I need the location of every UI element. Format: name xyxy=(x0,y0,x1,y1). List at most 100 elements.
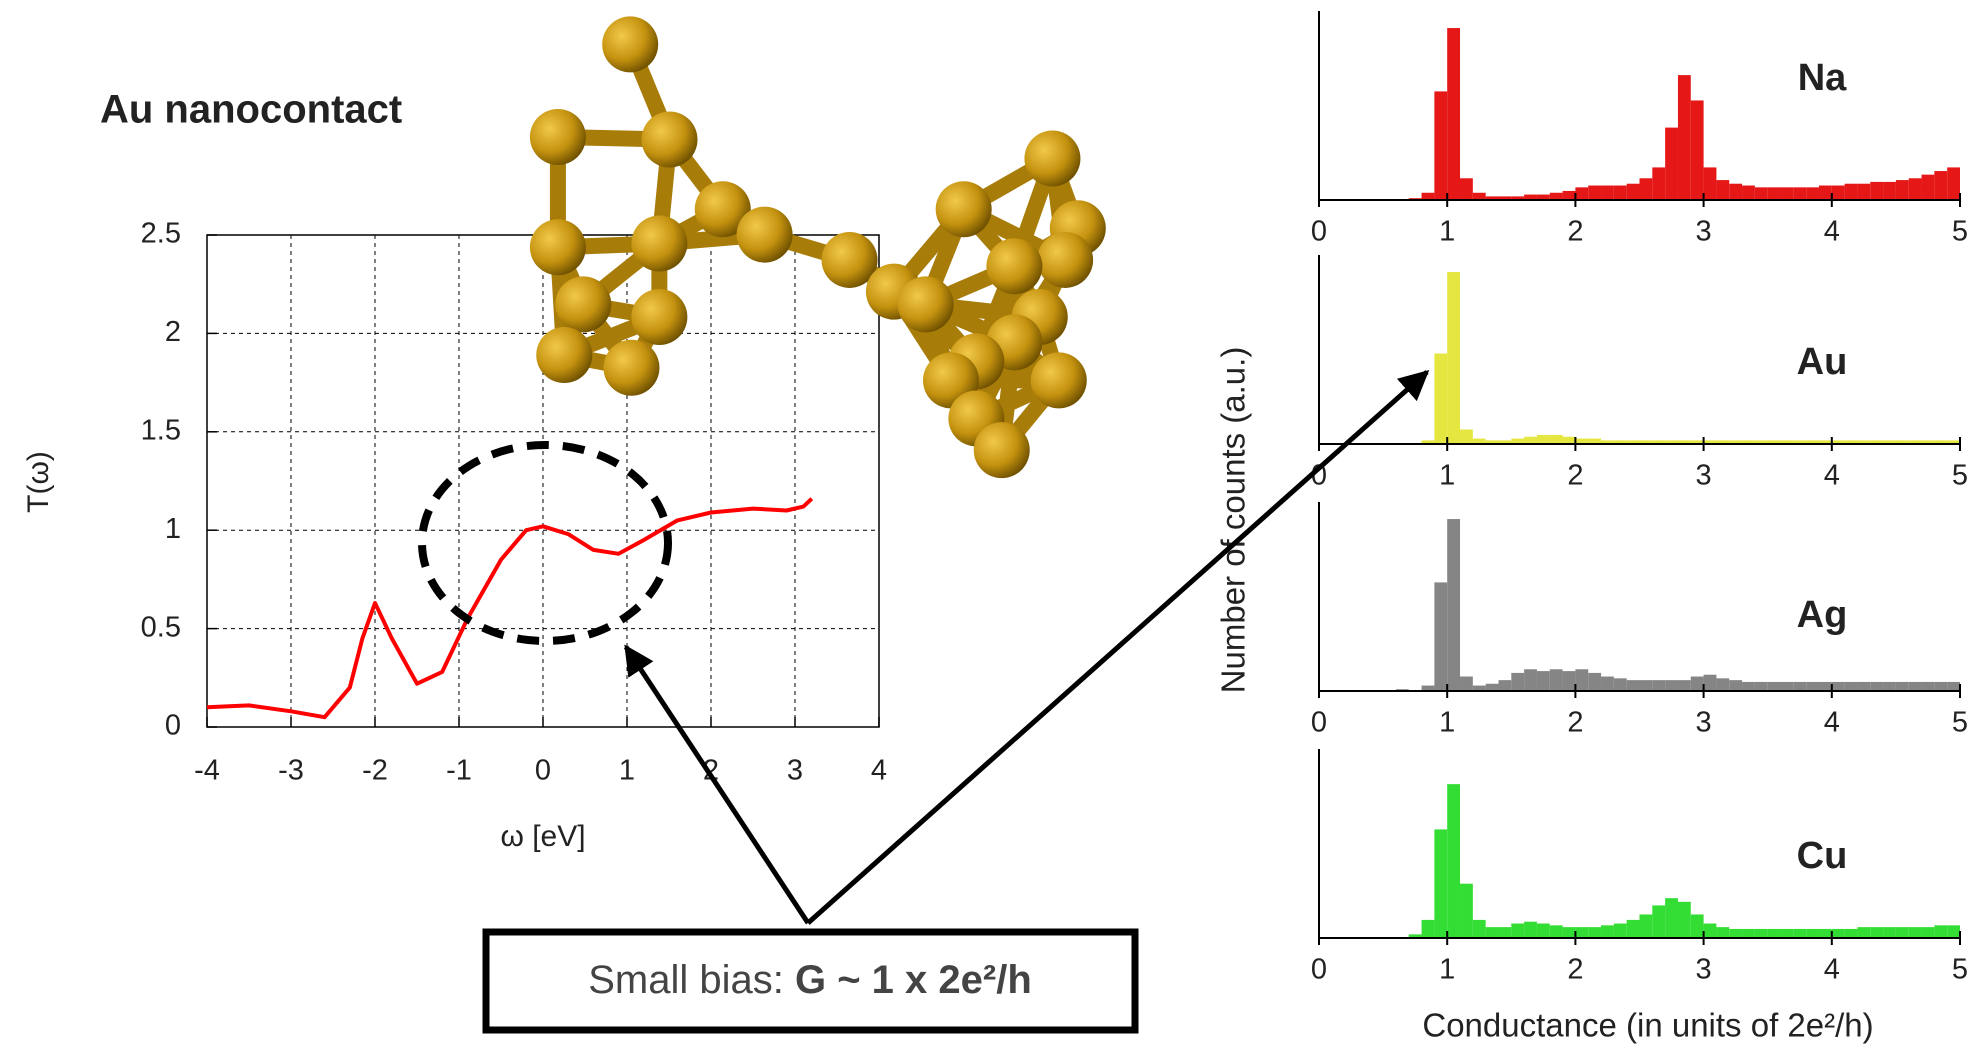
histogram-bar xyxy=(1665,127,1678,200)
x-tick-label: 0 xyxy=(1311,707,1327,739)
histogram-bar xyxy=(1857,183,1871,200)
histogram-bar xyxy=(1908,681,1922,691)
histogram-bar xyxy=(1934,171,1948,200)
histogram-bar xyxy=(1421,440,1435,444)
histogram-bar xyxy=(1690,914,1704,938)
y-tick-label: 1 xyxy=(165,513,181,545)
histogram-bar xyxy=(1780,681,1794,691)
histogram-bar xyxy=(1652,905,1666,938)
histogram-bar xyxy=(1716,678,1730,691)
y-tick-label: 1.5 xyxy=(141,414,181,446)
x-tick-label: 4 xyxy=(1824,707,1840,739)
histogram-bar xyxy=(1870,181,1884,200)
x-tick-label: 1 xyxy=(619,755,635,787)
histogram-bar xyxy=(1908,927,1922,938)
histogram-bar xyxy=(1818,928,1832,938)
histogram-bar xyxy=(1742,928,1755,938)
atom xyxy=(736,206,793,263)
arrow xyxy=(623,644,811,925)
histogram-bar xyxy=(1947,681,1960,691)
histogram-bar xyxy=(1549,192,1563,200)
histogram-bar xyxy=(1536,434,1550,444)
x-tick-label: -4 xyxy=(194,755,220,787)
atom xyxy=(935,181,992,238)
histogram-bar xyxy=(1575,187,1589,200)
histogram-bar xyxy=(1947,167,1960,200)
histogram-bar xyxy=(1447,28,1461,200)
x-tick-label: 4 xyxy=(1824,216,1840,248)
atom xyxy=(897,276,954,333)
histogram-bar xyxy=(1524,194,1537,200)
histogram-bar xyxy=(1408,934,1422,938)
atom xyxy=(631,289,688,345)
histogram-bar xyxy=(1690,100,1704,200)
histogram-bar xyxy=(1883,681,1896,691)
histogram-bar xyxy=(1460,178,1473,200)
histogram-bar xyxy=(1613,440,1627,444)
histogram-bar xyxy=(1472,919,1486,938)
histogram-bar xyxy=(1562,927,1576,938)
histogram-bar xyxy=(1831,185,1845,200)
histogram-bar xyxy=(1754,440,1768,444)
histogram-bar xyxy=(1601,676,1614,691)
y-axis-label: Number of counts (a.u.) xyxy=(1215,347,1252,694)
histogram-bar xyxy=(1549,434,1563,444)
y-axis-label: T(ω) xyxy=(22,451,55,513)
histogram-bar xyxy=(1485,196,1499,200)
atom xyxy=(641,111,698,168)
histogram-bar xyxy=(1793,928,1807,938)
histogram-bar xyxy=(1613,923,1627,938)
x-tick-label: 4 xyxy=(871,755,887,787)
histogram-bar xyxy=(1921,174,1935,200)
histogram-bar xyxy=(1536,671,1550,691)
annotation-box xyxy=(482,928,1139,1034)
histogram-bar xyxy=(1434,829,1448,938)
x-tick-label: 3 xyxy=(1696,460,1712,492)
histogram-bar xyxy=(1870,681,1884,691)
histogram-bar xyxy=(1818,440,1832,444)
histogram-bar xyxy=(1613,678,1627,691)
atom xyxy=(536,327,593,384)
histogram-bar xyxy=(1767,440,1781,444)
histogram-bar xyxy=(1895,927,1909,938)
histogram-bar xyxy=(1665,898,1678,938)
histogram-bar xyxy=(1870,927,1884,938)
x-tick-label: -3 xyxy=(278,755,304,787)
x-tick-label: -2 xyxy=(362,755,388,787)
atom xyxy=(631,215,688,272)
histogram-bar xyxy=(1562,436,1576,444)
y-tick-label: 2.5 xyxy=(141,218,181,250)
histogram-bar xyxy=(1677,901,1691,938)
histogram-bar xyxy=(1831,928,1845,938)
histogram-bar xyxy=(1472,192,1486,200)
histogram-bar xyxy=(1472,685,1486,691)
panel-label: Ag xyxy=(1797,594,1848,636)
histogram-bar xyxy=(1575,669,1589,691)
histogram-bar xyxy=(1921,681,1935,691)
histogram-bar xyxy=(1729,440,1743,444)
histogram-bar xyxy=(1421,685,1435,691)
histogram-bar xyxy=(1549,669,1563,691)
histogram-bar xyxy=(1447,272,1461,444)
histogram-bar xyxy=(1575,927,1589,938)
histogram-bar xyxy=(1536,923,1550,938)
molecule-image xyxy=(529,16,1106,479)
histogram-bar xyxy=(1729,928,1743,938)
histogram-bar xyxy=(1703,923,1717,938)
histogram-bar xyxy=(1511,672,1525,691)
histogram-bar xyxy=(1921,927,1935,938)
histogram-bar xyxy=(1460,429,1473,444)
histogram-bar xyxy=(1588,438,1602,444)
histogram-bar xyxy=(1767,681,1781,691)
histogram-bar xyxy=(1793,440,1807,444)
histogram-bar xyxy=(1818,681,1832,691)
histogram-bar xyxy=(1447,784,1461,938)
atom xyxy=(1037,231,1094,288)
histogram-bar xyxy=(1806,440,1819,444)
histogram-bar xyxy=(1511,438,1525,444)
histogram-bar xyxy=(1639,914,1653,938)
histogram-bar xyxy=(1447,519,1461,691)
histogram-bar xyxy=(1883,440,1896,444)
histogram-bar xyxy=(1908,440,1922,444)
histogram-bar xyxy=(1549,925,1563,938)
